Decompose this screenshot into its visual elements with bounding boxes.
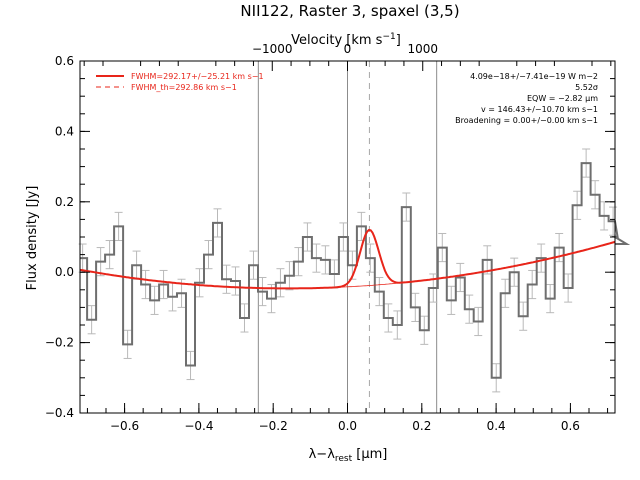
- legend-label-fwhm: FWHM=292.17+/−25.21 km s−1: [131, 72, 264, 81]
- spectrum-steps: [80, 162, 631, 379]
- top-axis-ticks: −1000 0 1000: [83, 42, 612, 71]
- y-tick-label: 0.4: [55, 124, 74, 138]
- annotation-snr: 5.52σ: [575, 83, 598, 92]
- x-tick-label: −0.6: [110, 419, 139, 433]
- top-axis-label: Velocity [km s−1]: [291, 32, 401, 48]
- x-tick-label: 0.0: [338, 419, 357, 433]
- top-tick-label: 1000: [407, 42, 438, 56]
- annotation-velocity: v = 146.43+/−10.70 km s−1: [481, 105, 598, 114]
- x-axis-label: λ−λrest [μm]: [309, 447, 388, 464]
- annotation-broadening: Broadening = 0.00+/−0.00 km s−1: [455, 116, 598, 125]
- top-tick-label: −1000: [252, 42, 293, 56]
- y-tick-label: 0.0: [55, 265, 74, 279]
- legend: FWHM=292.17+/−25.21 km s−1 FWHM_th=292.8…: [96, 72, 264, 92]
- x-tick-label: −0.2: [259, 419, 288, 433]
- y-axis-label: Flux density [Jy]: [25, 186, 40, 291]
- fit-annotations: 4.09e−18+/−7.41e−19 W m−2 5.52σ EQW = −2…: [455, 72, 598, 125]
- x-tick-label: −0.4: [184, 419, 213, 433]
- x-tick-label: 0.6: [561, 419, 580, 433]
- y-tick-label: 0.2: [55, 195, 74, 209]
- x-tick-label: 0.2: [412, 419, 431, 433]
- x-axis-ticks: −0.6 −0.4 −0.2 0.0 0.2 0.4 0.6: [86, 403, 609, 433]
- y-tick-label: 0.6: [55, 54, 74, 68]
- legend-label-fwhm-th: FWHM_th=292.86 km s−1: [131, 83, 237, 92]
- y-tick-label: −0.2: [45, 336, 74, 350]
- x-tick-label: 0.4: [487, 419, 506, 433]
- chart-title: NII122, Raster 3, spaxel (3,5): [240, 2, 459, 20]
- y-tick-label: −0.4: [45, 406, 74, 420]
- fit-profile: [79, 228, 616, 290]
- y-axis-ticks: −0.4 −0.2 0.0 0.2 0.4 0.6: [45, 54, 615, 420]
- top-tick-label: 0: [344, 42, 352, 56]
- annotation-eqw: EQW = −2.82 μm: [527, 94, 598, 103]
- annotation-line-flux: 4.09e−18+/−7.41e−19 W m−2: [470, 72, 598, 81]
